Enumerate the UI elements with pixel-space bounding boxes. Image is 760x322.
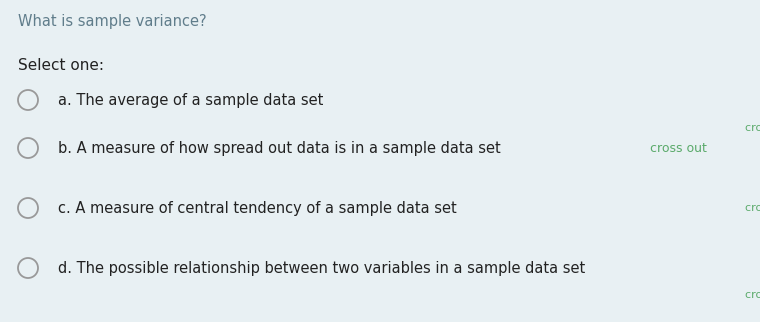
Text: c. A measure of central tendency of a sample data set: c. A measure of central tendency of a sa… <box>58 201 457 215</box>
Text: cross ou: cross ou <box>745 123 760 133</box>
Text: Select one:: Select one: <box>18 58 104 73</box>
Text: b. A measure of how spread out data is in a sample data set: b. A measure of how spread out data is i… <box>58 140 501 156</box>
Text: cross ou: cross ou <box>745 203 760 213</box>
Text: cross ou: cross ou <box>745 290 760 300</box>
Text: d. The possible relationship between two variables in a sample data set: d. The possible relationship between two… <box>58 260 585 276</box>
Text: cross out: cross out <box>650 141 707 155</box>
Text: a. The average of a sample data set: a. The average of a sample data set <box>58 92 323 108</box>
Text: What is sample variance?: What is sample variance? <box>18 14 207 29</box>
